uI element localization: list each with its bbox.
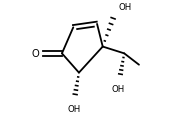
- Text: OH: OH: [112, 84, 125, 93]
- Text: OH: OH: [68, 104, 81, 113]
- Text: O: O: [32, 49, 39, 59]
- Text: OH: OH: [119, 3, 132, 12]
